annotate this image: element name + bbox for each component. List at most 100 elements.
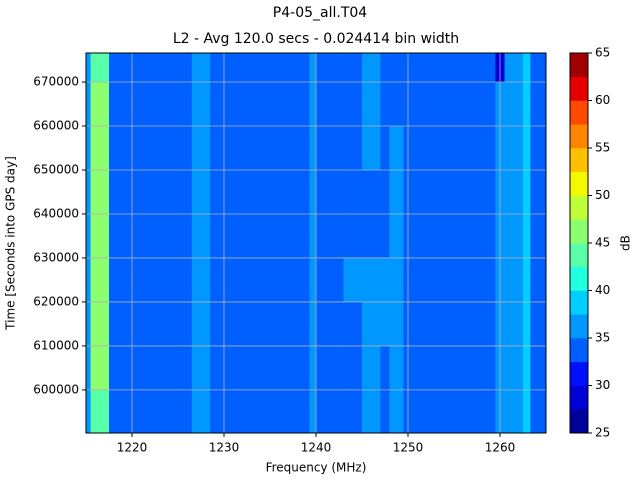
x-axis-label: Frequency (MHz) bbox=[266, 461, 367, 475]
colorbar-band bbox=[570, 338, 588, 363]
heatmap-cell bbox=[191, 345, 211, 391]
heatmap-cell bbox=[343, 257, 363, 303]
y-tick-label: 610000 bbox=[33, 338, 79, 352]
heatmap-cell bbox=[523, 82, 531, 127]
heatmap-cell bbox=[389, 257, 404, 303]
heatmap-cell bbox=[86, 169, 91, 215]
heatmap-cell bbox=[191, 53, 211, 83]
plot-frame bbox=[85, 52, 547, 434]
colorbar-band bbox=[570, 124, 588, 149]
heatmap-cell bbox=[309, 345, 317, 391]
heatmap-cell bbox=[530, 126, 547, 171]
colorbar-band bbox=[570, 290, 588, 315]
heatmap-cell bbox=[362, 389, 381, 434]
heatmap-cell bbox=[380, 345, 390, 391]
heatmap-cell bbox=[403, 345, 496, 391]
heatmap-cell bbox=[86, 82, 91, 127]
colorbar-tick-label: 35 bbox=[595, 331, 610, 345]
heatmap-cell bbox=[343, 53, 363, 83]
heatmap-cell bbox=[504, 345, 524, 391]
colorbar-band bbox=[570, 409, 588, 434]
heatmap-cell bbox=[309, 257, 317, 303]
heatmap-cell bbox=[504, 82, 524, 127]
heatmap-cell bbox=[530, 169, 547, 215]
heatmap-cell bbox=[403, 82, 496, 127]
heatmap-cell bbox=[362, 82, 381, 127]
heatmap-cell bbox=[343, 126, 363, 171]
heatmap-cell bbox=[380, 126, 390, 171]
heatmap-cell bbox=[86, 345, 91, 391]
heatmap-cell bbox=[210, 213, 310, 259]
colorbar-band bbox=[570, 53, 588, 78]
heatmap-cell bbox=[316, 82, 344, 127]
heatmap-cell bbox=[210, 82, 310, 127]
heatmap-cell bbox=[530, 389, 547, 434]
heatmap-cell bbox=[191, 301, 211, 347]
heatmap-cell bbox=[109, 53, 193, 83]
heatmap-cell bbox=[316, 257, 344, 303]
heatmap-cell bbox=[90, 53, 110, 83]
heatmap-cell bbox=[403, 301, 496, 347]
heatmap-cell bbox=[90, 389, 110, 434]
heatmap-cell bbox=[530, 345, 547, 391]
heatmap-cell bbox=[210, 169, 310, 215]
heatmap-cell bbox=[86, 389, 91, 434]
heatmap-cell bbox=[316, 389, 344, 434]
heatmap-cell bbox=[362, 301, 381, 347]
heatmap-cell bbox=[403, 169, 496, 215]
heatmap-cell bbox=[389, 53, 404, 83]
heatmap-cell bbox=[109, 82, 193, 127]
heatmap-cell bbox=[90, 126, 110, 171]
heatmap-cell bbox=[86, 301, 91, 347]
heatmap-cell bbox=[109, 257, 193, 303]
heatmap-cell bbox=[210, 126, 310, 171]
heatmap-cell bbox=[523, 389, 531, 434]
heatmap-cell bbox=[90, 82, 110, 127]
colorbar-tick-label: 60 bbox=[595, 93, 610, 107]
heatmap-cell bbox=[316, 169, 344, 215]
heatmap-cell bbox=[210, 345, 310, 391]
heatmap-cell bbox=[343, 389, 363, 434]
heatmap-cell bbox=[403, 53, 496, 83]
heatmap-cell bbox=[191, 169, 211, 215]
heatmap-cell bbox=[504, 301, 524, 347]
heatmap-cell bbox=[191, 126, 211, 171]
heatmap-cell bbox=[530, 82, 547, 127]
heatmap-cell bbox=[380, 82, 390, 127]
heatmap-cell bbox=[504, 389, 524, 434]
y-axis-label: Time [Seconds into GPS day] bbox=[4, 156, 18, 331]
heatmap-cell bbox=[86, 53, 91, 83]
y-tick-label: 650000 bbox=[33, 162, 79, 176]
y-tick-label: 670000 bbox=[33, 75, 79, 89]
heatmap-cell bbox=[210, 389, 310, 434]
x-tick-label: 1260 bbox=[485, 441, 516, 455]
heatmap-cell bbox=[343, 169, 363, 215]
heatmap-cell bbox=[523, 301, 531, 347]
heatmap-cell bbox=[309, 126, 317, 171]
heatmap-cell bbox=[389, 389, 404, 434]
heatmap-cell bbox=[90, 169, 110, 215]
x-tick-label: 1250 bbox=[393, 441, 424, 455]
heatmap-cell bbox=[523, 257, 531, 303]
heatmap-cell bbox=[109, 169, 193, 215]
heatmap-cell bbox=[530, 53, 547, 83]
heatmap-cell bbox=[362, 213, 381, 259]
x-tick-label: 1240 bbox=[301, 441, 332, 455]
heatmap-cell bbox=[389, 345, 404, 391]
heatmap-cell bbox=[362, 345, 381, 391]
colorbar-tick-label: 45 bbox=[595, 236, 610, 250]
heatmap-cell bbox=[343, 345, 363, 391]
heatmap-cell bbox=[109, 389, 193, 434]
heatmap-cell bbox=[362, 126, 381, 171]
heatmap-cell bbox=[210, 53, 310, 83]
heatmap-cell bbox=[90, 301, 110, 347]
heatmap-cell bbox=[362, 53, 381, 83]
heatmap-cell bbox=[343, 213, 363, 259]
heatmap-cell bbox=[309, 389, 317, 434]
heatmap-cell bbox=[403, 389, 496, 434]
heatmap-cell bbox=[109, 345, 193, 391]
heatmap-cell bbox=[210, 301, 310, 347]
heatmap-cell bbox=[523, 53, 531, 83]
